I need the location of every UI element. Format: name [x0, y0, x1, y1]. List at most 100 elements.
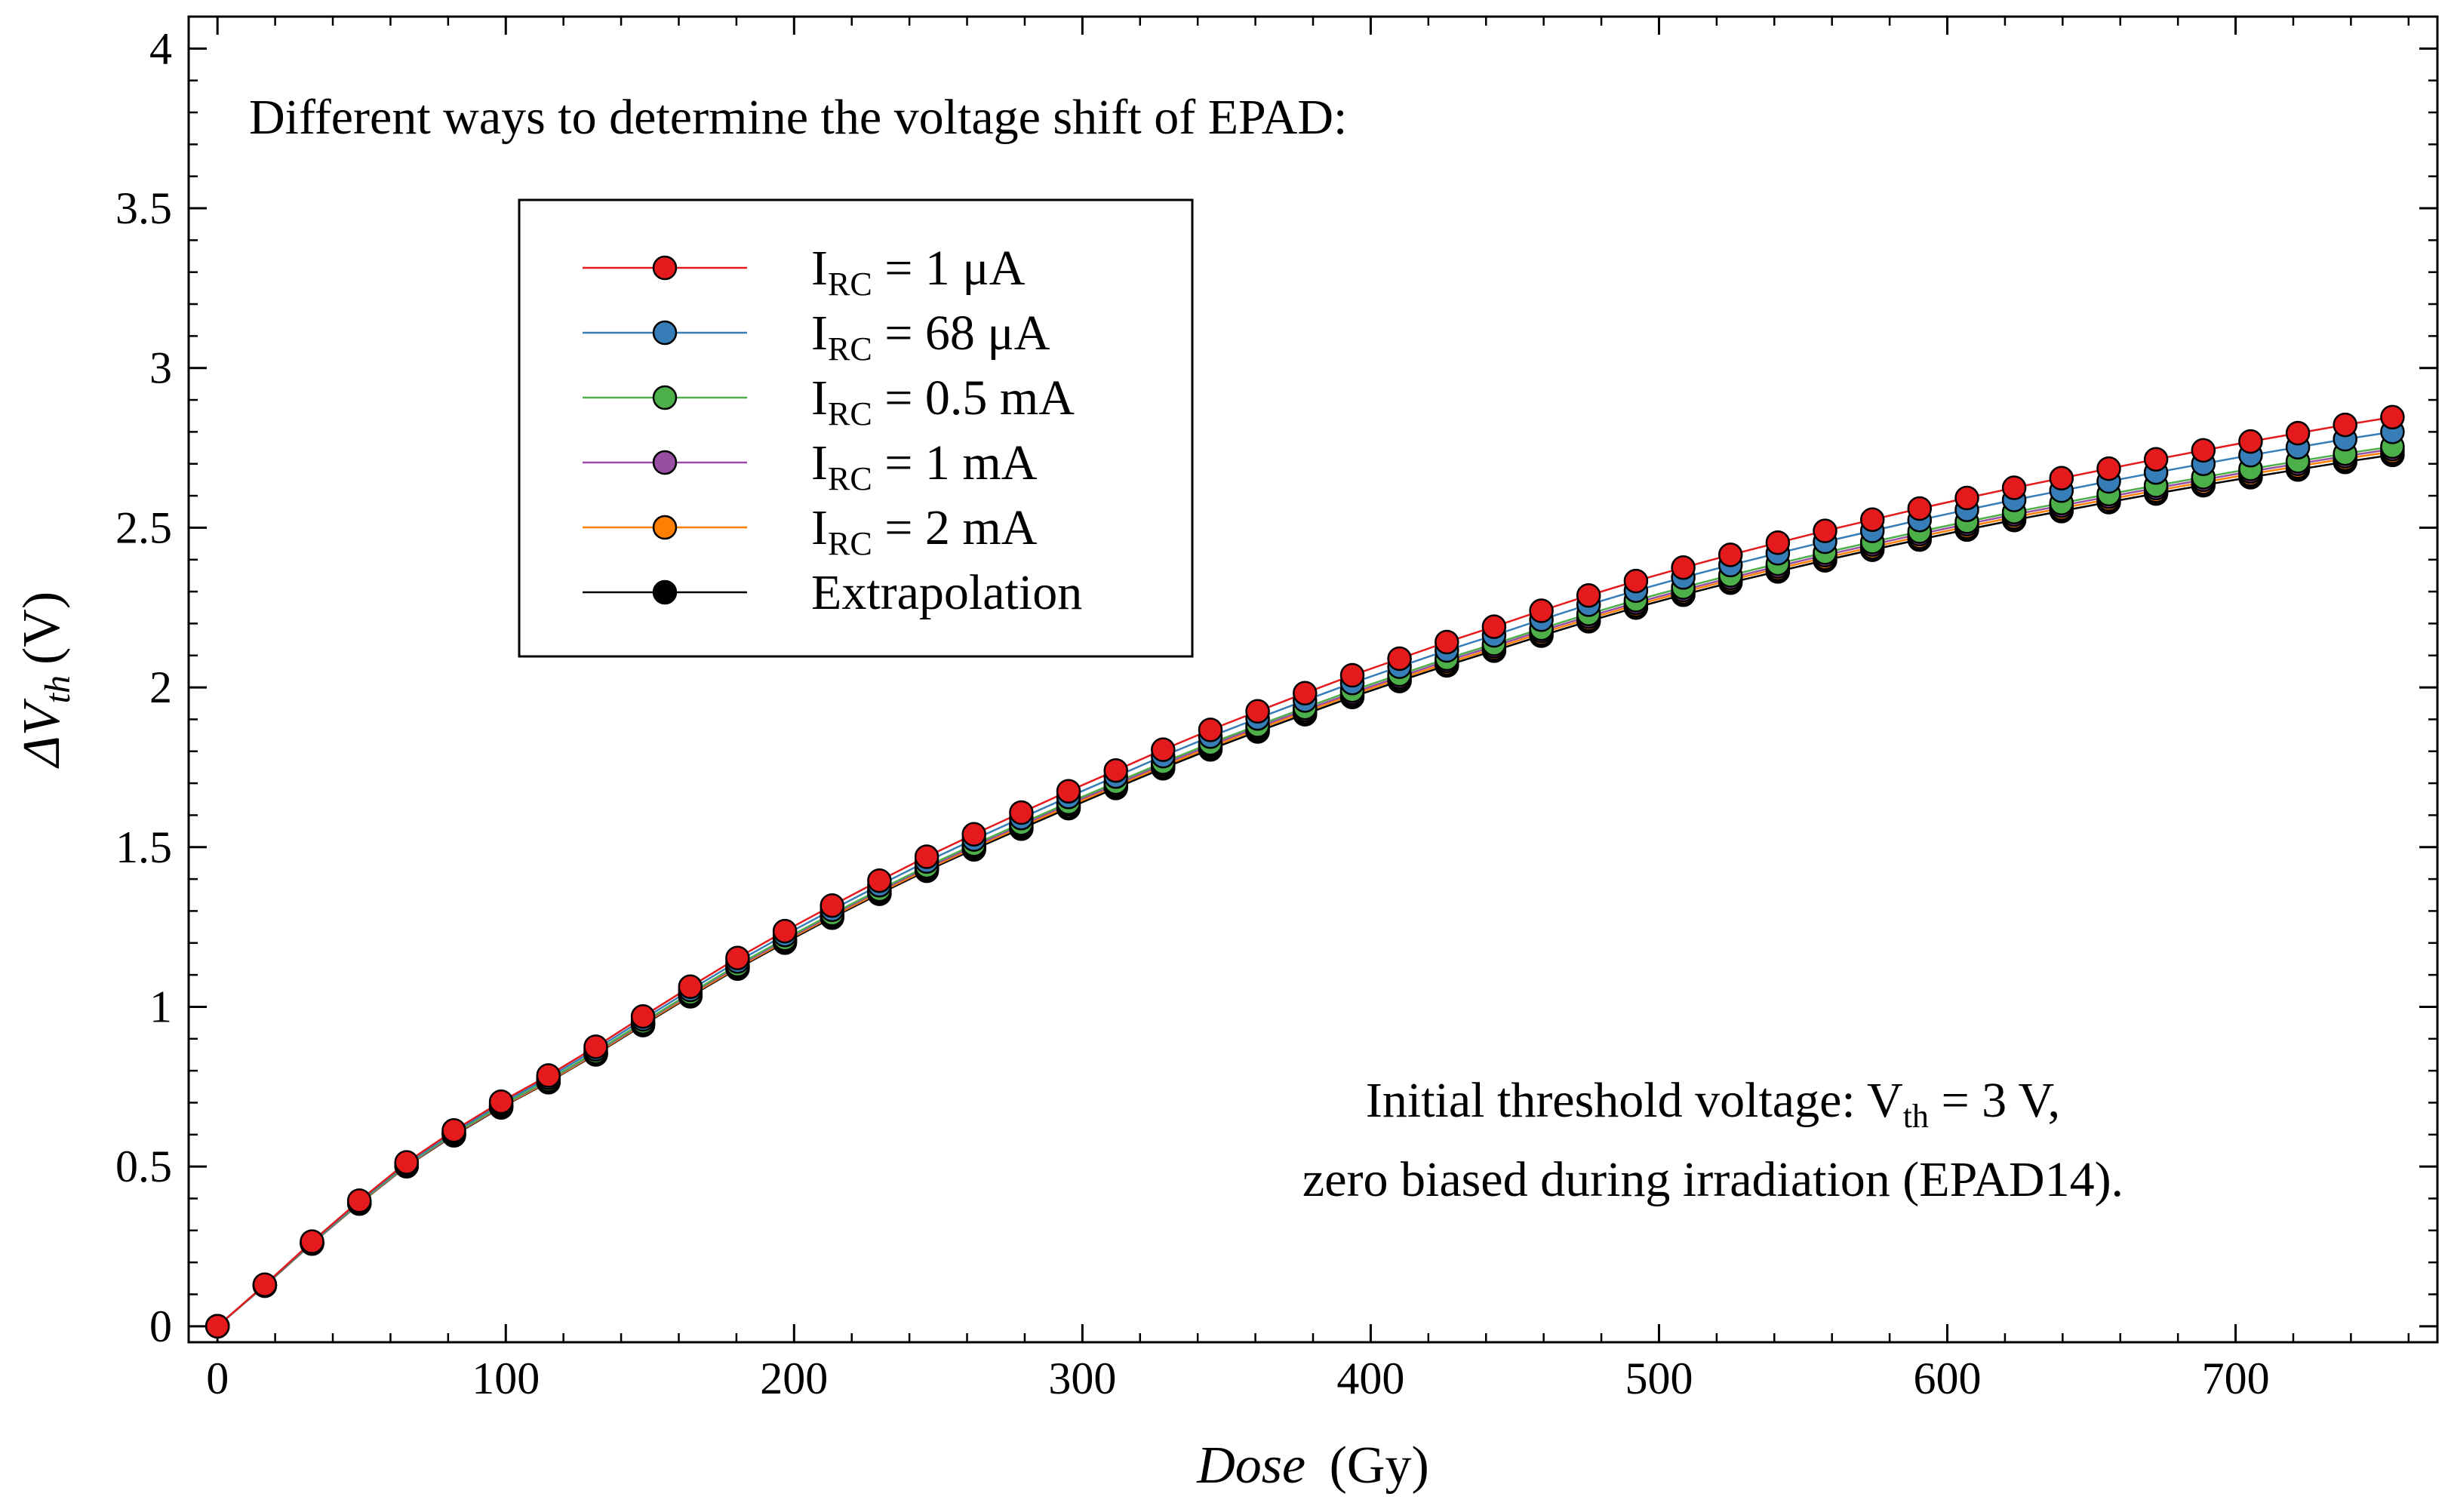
data-point: [1859, 507, 1885, 533]
legend-entry: Extrapolation: [583, 565, 1082, 620]
data-point: [1198, 718, 1223, 742]
x-tick-label: 200: [760, 1354, 828, 1403]
data-point: [1245, 699, 1270, 724]
y-tick-label: 2: [149, 662, 172, 712]
legend-label-rest: = 1 mA: [872, 435, 1038, 490]
y-tick-label: 3.5: [115, 183, 172, 233]
data-point: [678, 974, 703, 1000]
series-markers: [205, 404, 2405, 1339]
data-point: [1813, 518, 1837, 543]
data-point: [1718, 542, 1743, 567]
data-point: [630, 1003, 656, 1029]
x-tick-label: 500: [1625, 1354, 1693, 1403]
x-axis-label: Dose: [1196, 1437, 1305, 1495]
data-point: [725, 945, 750, 970]
data-point: [1954, 485, 1979, 511]
data-point: [1481, 614, 1507, 639]
data-point: [1293, 681, 1318, 705]
data-point: [1339, 662, 1365, 688]
legend-label-main: I: [811, 370, 828, 426]
data-point: [536, 1063, 561, 1088]
legend-marker: [652, 515, 678, 540]
legend-label: Extrapolation: [811, 565, 1082, 620]
x-tick-label: 300: [1048, 1354, 1116, 1403]
data-point: [300, 1229, 324, 1254]
legend-label-main: I: [811, 306, 828, 361]
y-tick-label: 2.5: [115, 502, 172, 552]
legend-label: IRC = 1 mA: [811, 435, 1038, 497]
data-point: [1056, 779, 1081, 804]
legend-label-main: I: [811, 435, 828, 490]
y-tick-label: 4: [149, 23, 172, 73]
annotation-bottom-line1: Initial threshold voltage: Vth = 3 V,: [1366, 1073, 2060, 1135]
x-tick-label: 700: [2202, 1354, 2270, 1403]
data-point: [2001, 475, 2027, 500]
legend-label-sub: RC: [828, 460, 872, 497]
y-tick-labels: 0 0.5 1 1.5 2 2.5 3 3.5 4: [115, 23, 172, 1351]
legend-label: IRC = 0.5 mA: [811, 370, 1075, 432]
annotation-line1-sub: th: [1903, 1098, 1929, 1135]
x-axis-unit: (Gy): [1330, 1437, 1429, 1495]
legend-label: IRC = 1 μA: [811, 241, 1026, 303]
y-tick-label: 1.5: [115, 822, 172, 872]
x-tick-label: 400: [1336, 1354, 1404, 1403]
data-point: [914, 844, 939, 869]
data-point: [205, 1314, 230, 1339]
data-point: [1529, 598, 1554, 623]
y-tick-label: 1: [149, 982, 172, 1031]
data-point: [1387, 646, 1412, 671]
annotation-bottom-line2: zero biased during irradiation (EPAD14).: [1302, 1152, 2123, 1207]
data-point: [394, 1150, 420, 1175]
data-point: [1623, 568, 1649, 594]
data-point: [2096, 456, 2121, 481]
annotation-line1-rest: = 3 V,: [1929, 1073, 2060, 1128]
data-point: [2380, 404, 2405, 430]
legend-label-sub: RC: [828, 330, 872, 367]
legend-marker: [652, 450, 678, 475]
legend-marker: [652, 255, 678, 281]
data-point: [1907, 496, 1933, 521]
x-tick-label: 600: [1914, 1354, 1982, 1403]
series-points: [205, 404, 2405, 1339]
legend-entry: IRC = 1 μA: [583, 241, 1026, 303]
data-point: [820, 893, 844, 918]
x-axis-title: Dose (Gy): [1196, 1437, 1429, 1495]
legend-box: [518, 198, 1194, 658]
legend-entry: IRC = 68 μA: [583, 306, 1050, 367]
data-point: [2285, 420, 2311, 446]
data-point: [583, 1034, 608, 1059]
legend-label-sub: RC: [828, 266, 872, 303]
annotation-line1-main: Initial threshold voltage: V: [1366, 1073, 1903, 1128]
data-point: [2143, 447, 2169, 472]
legend-label-rest: = 68 μA: [872, 306, 1050, 361]
data-point: [1765, 530, 1791, 555]
data-point: [867, 868, 892, 893]
legend-label-rest: = 2 mA: [872, 500, 1038, 555]
data-point: [252, 1272, 278, 1298]
y-axis-unit: (V): [13, 592, 71, 665]
data-point: [2049, 466, 2074, 491]
legend-entry: IRC = 1 mA: [583, 435, 1038, 497]
legend-label-sub: RC: [828, 525, 872, 562]
data-point: [441, 1118, 466, 1143]
legend-label: IRC = 2 mA: [811, 500, 1038, 562]
data-point: [1151, 737, 1176, 762]
legend-label-sub: RC: [828, 395, 872, 432]
data-point: [1009, 800, 1034, 825]
data-point: [2333, 412, 2357, 438]
y-tick-label: 0.5: [115, 1142, 172, 1191]
data-point: [1671, 555, 1696, 580]
data-point: [2191, 438, 2216, 463]
legend-label: IRC = 68 μA: [811, 306, 1050, 367]
data-point: [961, 822, 986, 847]
data-point: [772, 918, 798, 944]
data-point: [1103, 758, 1128, 783]
x-tick-label: 100: [472, 1354, 540, 1403]
legend-label-main: I: [811, 241, 828, 296]
x-tick-label: 0: [206, 1354, 229, 1403]
data-point: [346, 1188, 372, 1213]
y-axis-label-sub: th: [38, 675, 78, 703]
legend-marker: [652, 579, 678, 605]
